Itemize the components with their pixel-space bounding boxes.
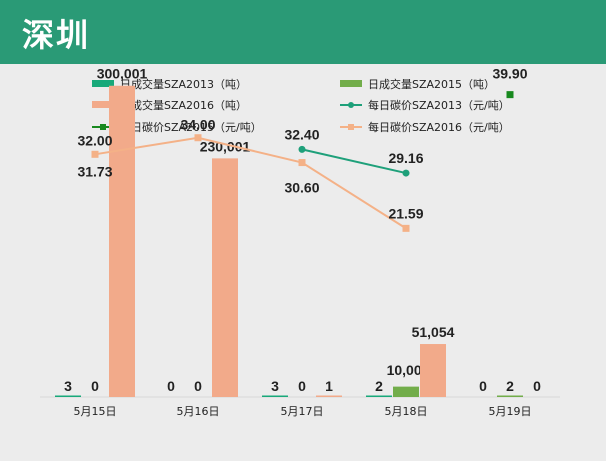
- x-tick-label-5: 5月19日: [489, 405, 532, 418]
- line-label-s1-5月17日: 32.40: [284, 126, 319, 142]
- bar-label-s3-5月18日: 51,054: [412, 324, 455, 340]
- legend-swatch-1: [92, 80, 114, 87]
- bar-label-s2-5月15日: 0: [91, 378, 99, 394]
- bar-label-s1-5月15日: 3: [64, 378, 72, 394]
- legend-label-1: 日成交量SZA2013（吨）: [120, 77, 247, 91]
- bar-s3-5月16日: [212, 158, 238, 397]
- line-point-s3-5月17日: [298, 159, 306, 167]
- line-series-1: [301, 148, 407, 175]
- legend-marker-5: [100, 124, 106, 130]
- bar-label-s1-5月17日: 3: [271, 378, 279, 394]
- legend-marker-4: [348, 102, 354, 108]
- bar-s1-5月18日: [366, 395, 392, 397]
- bar-label-s2-5月16日: 0: [194, 378, 202, 394]
- bar-label-s3-5月19日: 0: [533, 378, 541, 394]
- line-point-s2-5月19日: [506, 91, 514, 99]
- bar-s3-5月15日: [109, 85, 135, 397]
- line-label-s3-5月15日: 31.73: [77, 163, 112, 179]
- bar-label-s2-5月17日: 0: [298, 378, 306, 394]
- bar-s2-5月18日: [393, 386, 419, 397]
- bar-label-s1-5月16日: 0: [167, 378, 175, 394]
- page-title: 深圳: [22, 16, 91, 54]
- legend-label-6: 每日碳价SZA2016（元/吨）: [368, 120, 510, 134]
- bar-s2-5月19日: [497, 395, 523, 397]
- legend-marker-6: [348, 124, 354, 130]
- bar-label-s3-5月16日: 230,001: [200, 138, 251, 154]
- bar-s3-5月17日: [316, 395, 342, 397]
- line-label-s3-5月17日: 30.60: [284, 180, 319, 196]
- bar-label-s1-5月18日: 2: [375, 378, 383, 394]
- bar-label-s1-5月19日: 0: [479, 378, 487, 394]
- legend-label-3: 日成交量SZA2016（吨）: [120, 98, 247, 112]
- bar-label-s3-5月15日: 300,001: [97, 66, 148, 82]
- x-tick-label-4: 5月18日: [385, 405, 428, 418]
- line-point-s3-5月18日: [402, 224, 410, 232]
- x-tick-label-3: 5月17日: [281, 405, 324, 418]
- bar-label-s2-5月18日: 10,000: [387, 362, 430, 378]
- carbon-trading-chart: 日成交量SZA2013（吨） 日成交量SZA2015（吨） 日成交量SZA2016（…: [40, 66, 560, 418]
- legend-swatch-3: [92, 101, 114, 108]
- page-header: 深圳: [0, 0, 606, 64]
- line-label-s3-5月18日: 21.59: [388, 205, 423, 221]
- legend-label-2: 日成交量SZA2015（吨）: [368, 77, 495, 91]
- line-point-s1-5月17日: [298, 145, 306, 153]
- line-series-3: [94, 136, 407, 230]
- line-label-s2-5月19日: 39.90: [492, 66, 527, 82]
- line-point-s3-5月16日: [194, 134, 202, 142]
- legend-label-5: 每日碳价SZA2015（元/吨）: [120, 120, 262, 134]
- bar-label-s3-5月17日: 1: [325, 378, 333, 394]
- extra-label-1: 32.00: [77, 132, 112, 148]
- line-label-s3-5月16日: 34.00: [180, 117, 215, 133]
- x-tick-label-1: 5月15日: [74, 405, 117, 418]
- line-label-s1-5月18日: 29.16: [388, 150, 423, 166]
- line-point-s1-5月18日: [402, 169, 410, 177]
- legend-swatch-2: [340, 80, 362, 87]
- x-tick-label-2: 5月16日: [177, 405, 220, 418]
- bar-s1-5月15日: [55, 395, 81, 397]
- line-point-s3-5月15日: [91, 150, 99, 158]
- bar-label-s2-5月19日: 2: [506, 378, 514, 394]
- bar-s1-5月17日: [262, 395, 288, 397]
- legend-label-4: 每日碳价SZA2013（元/吨）: [368, 98, 510, 112]
- bar-s3-5月18日: [420, 344, 446, 397]
